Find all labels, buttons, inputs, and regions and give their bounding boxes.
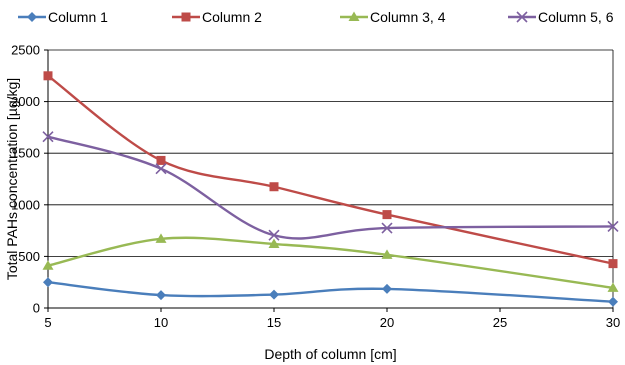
y-tick-label-500: 500 bbox=[18, 249, 40, 264]
legend: Column 1 Column 2 Column 3, 4 Column 5, 6 bbox=[18, 9, 614, 25]
x-tick-label-20: 20 bbox=[380, 315, 394, 330]
data-point-column-1-10 bbox=[156, 290, 166, 301]
data-point-column-1-15 bbox=[269, 289, 279, 300]
data-point-column-5-6-15 bbox=[268, 229, 280, 241]
gridlines bbox=[48, 49, 614, 309]
legend-label-column-2: Column 2 bbox=[202, 9, 262, 25]
legend-label-column-5-6: Column 5, 6 bbox=[538, 9, 614, 25]
legend-marker-column-5-6 bbox=[516, 11, 528, 23]
series-column-2 bbox=[43, 71, 618, 269]
data-point-column-1-30 bbox=[608, 296, 618, 307]
legend-marker-column-2 bbox=[181, 12, 191, 22]
x-tick-label-25: 25 bbox=[493, 315, 507, 330]
data-point-column-2-10 bbox=[156, 155, 166, 165]
x-tick-label-30: 30 bbox=[606, 315, 620, 330]
axes bbox=[44, 49, 614, 312]
series-line-column-2 bbox=[47, 74, 614, 265]
legend-label-column-3-4: Column 3, 4 bbox=[370, 9, 446, 25]
series-line-column-3-4 bbox=[47, 236, 614, 290]
data-point-column-2-5 bbox=[43, 71, 53, 81]
x-axis-title: Depth of column [cm] bbox=[264, 346, 396, 362]
series-line-column-1 bbox=[47, 281, 614, 304]
data-point-column-5-6-20 bbox=[381, 222, 393, 234]
series-column-5-6 bbox=[42, 131, 619, 241]
series-layer bbox=[42, 71, 619, 307]
data-point-column-3-4-5 bbox=[42, 260, 54, 270]
x-tick-label-10: 10 bbox=[154, 315, 168, 330]
data-point-column-2-30 bbox=[608, 259, 618, 269]
data-point-column-2-15 bbox=[269, 182, 279, 192]
x-tick-label-5: 5 bbox=[44, 315, 51, 330]
y-tick-label-1000: 1000 bbox=[11, 197, 40, 212]
y-tick-label-2000: 2000 bbox=[11, 94, 40, 109]
y-axis-title: Total PAHs concentration [µg/kg] bbox=[4, 78, 20, 280]
y-tick-label-2500: 2500 bbox=[11, 43, 40, 58]
y-tick-label-1500: 1500 bbox=[11, 146, 40, 161]
data-point-column-3-4-15 bbox=[268, 238, 280, 249]
data-point-column-1-5 bbox=[43, 277, 53, 288]
x-tick-label-15: 15 bbox=[267, 315, 281, 330]
y-tick-label-0: 0 bbox=[33, 301, 40, 316]
legend-item-column-1: Column 1 bbox=[18, 9, 108, 25]
legend-item-column-2: Column 2 bbox=[172, 9, 262, 25]
legend-item-column-3-4: Column 3, 4 bbox=[340, 9, 446, 25]
data-point-column-5-6-30 bbox=[607, 220, 619, 233]
legend-marker-column-1 bbox=[27, 12, 37, 22]
data-point-column-1-20 bbox=[382, 283, 392, 294]
legend-marker-column-3-4 bbox=[348, 11, 360, 21]
data-point-column-3-4-30 bbox=[607, 282, 619, 292]
data-point-column-2-20 bbox=[382, 210, 392, 220]
series-line-column-5-6 bbox=[47, 135, 614, 240]
y-tick-labels: 0 500 1000 1500 2000 2500 bbox=[11, 43, 40, 316]
legend-item-column-5-6: Column 5, 6 bbox=[508, 9, 614, 25]
legend-label-column-1: Column 1 bbox=[48, 9, 108, 25]
data-point-column-3-4-10 bbox=[155, 233, 167, 243]
series-column-1 bbox=[43, 277, 618, 307]
series-column-3-4 bbox=[42, 233, 619, 292]
x-tick-labels: 5 10 15 20 25 30 bbox=[44, 315, 620, 330]
data-point-column-5-6-5 bbox=[42, 131, 54, 143]
data-point-column-3-4-20 bbox=[381, 249, 393, 259]
data-point-column-5-6-10 bbox=[155, 163, 167, 175]
